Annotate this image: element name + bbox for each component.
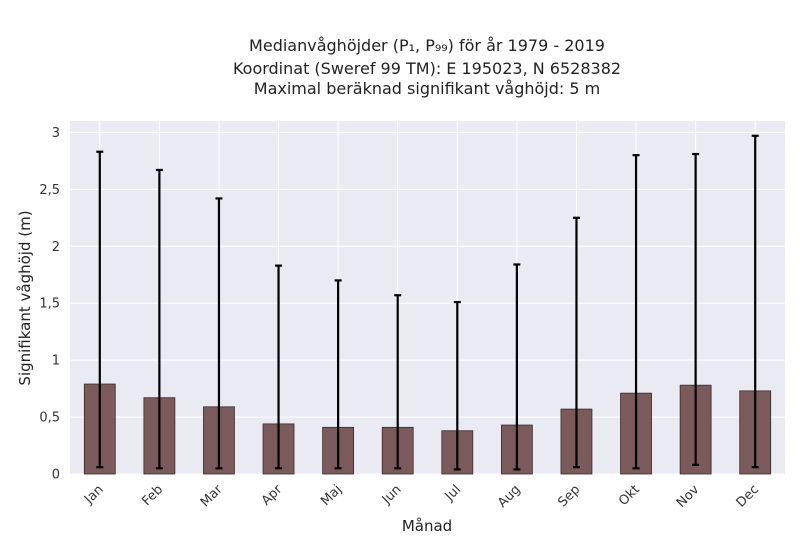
error-bars <box>96 134 759 471</box>
error-bar-mar <box>215 197 223 470</box>
x-tick-label-okt: Okt <box>616 482 643 509</box>
title-line-1: Medianvåghöjder (P₁, P₉₉) för år 1979 - … <box>249 36 605 55</box>
error-bar-apr <box>275 264 283 470</box>
y-tick-label: 1,5 <box>39 297 60 312</box>
error-bar-feb <box>155 168 163 470</box>
y-tick-label: 1 <box>52 354 60 369</box>
error-bar-dec <box>751 134 759 469</box>
y-tick-label: 0 <box>52 468 60 483</box>
error-bar-nov <box>692 152 700 466</box>
chart-title: Medianvåghöjder (P₁, P₉₉) för år 1979 - … <box>233 36 621 98</box>
x-tick-label-dec: Dec <box>734 482 762 510</box>
x-tick-label-aug: Aug <box>495 482 524 511</box>
error-bar-jan <box>96 150 104 469</box>
x-tick-label-jun: Jun <box>379 482 405 508</box>
x-tick-label-jan: Jan <box>81 482 106 507</box>
x-tick-label-nov: Nov <box>674 482 703 511</box>
x-tick-label-maj: Maj <box>318 482 345 509</box>
y-tick-label: 2,5 <box>39 183 60 198</box>
y-tick-labels: 0 0,5 1 1,5 2 2,5 3 <box>39 126 60 483</box>
x-tick-label-jul: Jul <box>442 482 464 504</box>
error-bar-aug <box>513 263 521 471</box>
y-tick-label: 3 <box>52 126 60 141</box>
error-bar-sep <box>572 216 580 469</box>
error-bar-maj <box>334 279 342 470</box>
plot-area <box>70 121 785 474</box>
y-tick-label: 0,5 <box>39 411 60 426</box>
y-tick-label: 2 <box>52 240 60 255</box>
x-tick-label-feb: Feb <box>139 482 166 509</box>
x-tick-label-apr: Apr <box>259 482 286 509</box>
title-line-3: Maximal beräknad signifikant våghöjd: 5 … <box>254 79 600 98</box>
x-axis-label: Månad <box>402 517 452 535</box>
error-bar-jun <box>394 294 402 470</box>
x-tick-label-sep: Sep <box>555 482 583 510</box>
x-tick-label-mar: Mar <box>198 482 226 510</box>
x-tick-labels: Jan Feb Mar Apr Maj Jun Jul Aug Sep Okt Nov Dec <box>81 482 762 511</box>
error-bar-jul <box>453 300 461 471</box>
error-bar-okt <box>632 154 640 470</box>
title-line-2: Koordinat (Sweref 99 TM): E 195023, N 65… <box>233 59 621 78</box>
y-axis-label: Signifikant våghöjd (m) <box>16 210 34 385</box>
